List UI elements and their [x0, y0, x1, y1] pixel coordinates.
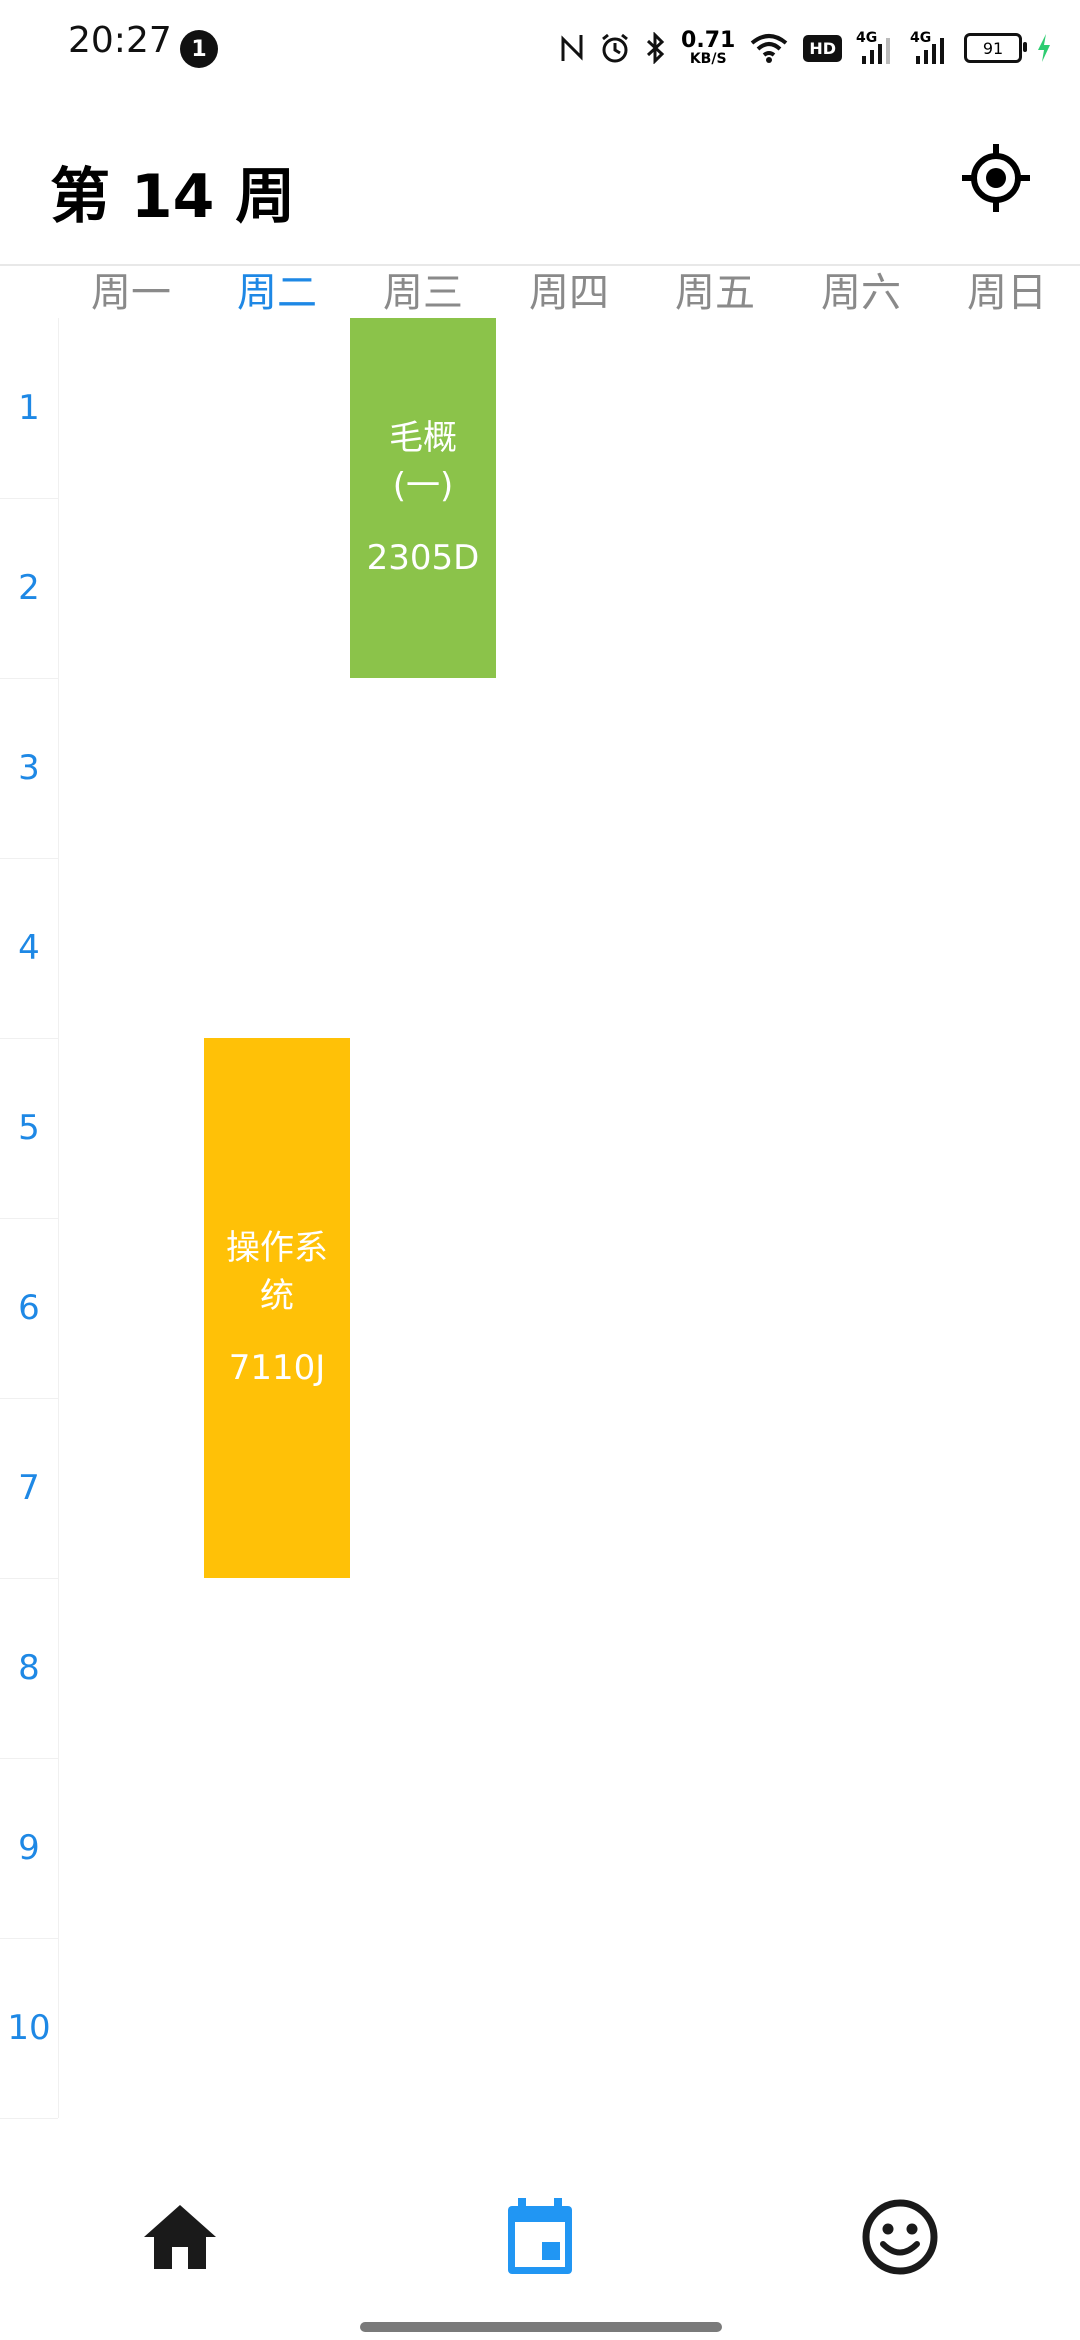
period-number: 6: [0, 1218, 58, 1399]
nfc-icon: [559, 28, 585, 68]
period-number: 2: [0, 498, 58, 679]
bottom-nav: [0, 2150, 1080, 2340]
page-title: 第 14 周: [50, 162, 296, 232]
period-number: 5: [0, 1038, 58, 1219]
weekday-1: 周一: [91, 270, 171, 316]
signal-4g-icon-1: 4G: [856, 30, 896, 66]
hd-badge: HD: [803, 34, 842, 62]
period-number: 3: [0, 678, 58, 859]
speed-unit: KB/S: [689, 51, 727, 67]
period-number: 9: [0, 1758, 58, 1939]
bluetooth-icon: [645, 28, 667, 68]
home-indicator[interactable]: [360, 2322, 722, 2332]
smiley-icon: [862, 2199, 938, 2275]
course-card[interactable]: 毛概 (一) 2305D: [350, 318, 496, 678]
course-room: 7110J: [228, 1348, 326, 1388]
status-bar: 20:27 1 0.71 KB/S HD 4G 4G 91: [0, 0, 1080, 96]
charging-icon: [1036, 28, 1052, 68]
network-speed: 0.71 KB/S: [681, 28, 736, 67]
weekday-5: 周五: [675, 270, 755, 316]
header: 第 14 周: [0, 96, 1080, 266]
course-room: 2305D: [366, 538, 480, 578]
course-name-line: 毛概: [389, 418, 457, 458]
locate-current-week-button[interactable]: [960, 142, 1032, 214]
course-card[interactable]: 操作系统 7110J: [204, 1038, 350, 1578]
period-number: 10: [0, 1938, 58, 2119]
network-type-1: 4G: [856, 30, 878, 46]
course-name: 毛概 (一): [379, 414, 467, 510]
speed-value: 0.71: [681, 28, 736, 53]
weekday-4: 周四: [529, 270, 609, 316]
period-number: 7: [0, 1398, 58, 1579]
network-type-2: 4G: [910, 30, 932, 46]
course-name-line: (一): [392, 466, 454, 506]
period-column: 1 2 3 4 5 6 7 8 9 10: [0, 318, 59, 2119]
nav-home-button[interactable]: [135, 2192, 225, 2282]
nav-schedule-button[interactable]: [495, 2192, 585, 2282]
home-icon: [144, 2205, 216, 2269]
weekday-header: 周一 周二 周三 周四 周五 周六 周日: [58, 268, 1080, 318]
status-time: 20:27: [68, 20, 172, 61]
timetable-grid: 1 2 3 4 5 6 7 8 9 10 毛概 (一) 2305D 操作系统 7110J: [0, 318, 1080, 2119]
weekday-3: 周三: [383, 270, 463, 316]
notification-badge: 1: [180, 30, 218, 68]
calendar-icon: [508, 2198, 572, 2274]
period-number: 4: [0, 858, 58, 1039]
alarm-icon: [599, 28, 631, 68]
course-name-line: 统: [260, 1276, 294, 1316]
weekday-2: 周二: [237, 270, 317, 316]
course-name: 操作系统: [216, 1224, 338, 1320]
nav-profile-button[interactable]: [855, 2192, 945, 2282]
weekday-6: 周六: [821, 270, 901, 316]
signal-4g-icon-2: 4G: [910, 30, 950, 66]
status-icons: 0.71 KB/S HD 4G 4G 91: [559, 24, 1052, 72]
wifi-icon: [749, 28, 789, 68]
period-number: 8: [0, 1578, 58, 1759]
battery-icon: 91: [964, 33, 1027, 63]
course-name-line: 操作系: [226, 1228, 328, 1268]
crosshair-icon: [962, 144, 1030, 212]
weekday-7: 周日: [967, 270, 1047, 316]
battery-level: 91: [982, 38, 1004, 58]
period-number: 1: [0, 318, 58, 499]
